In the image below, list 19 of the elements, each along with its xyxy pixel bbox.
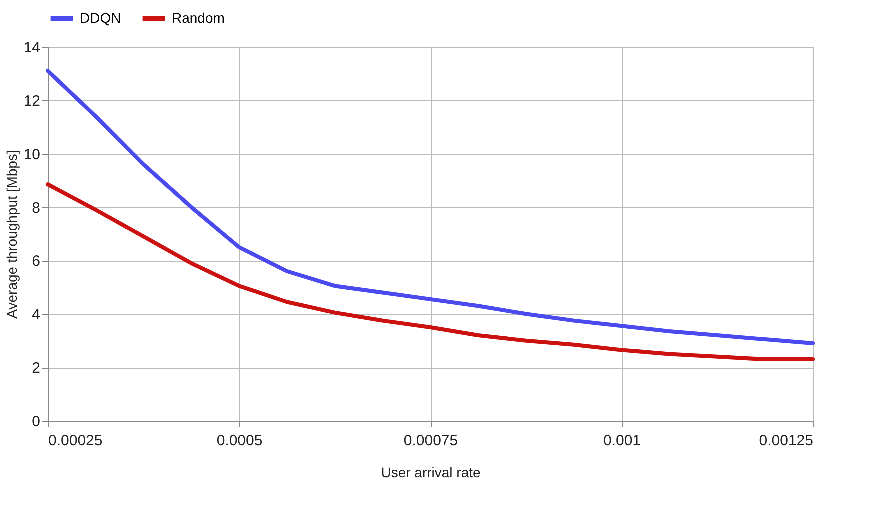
x-tick-label: 0.00025 [48,432,103,450]
y-tick-label: 2 [32,360,40,378]
y-tick-label: 12 [24,92,40,110]
y-tick-label: 0 [32,414,40,430]
legend-label: DDQN [80,10,122,26]
line-series [46,182,815,362]
y-axis-title: Average throughput [Mbps] [4,150,20,319]
x-tick-label: 0.001 [603,432,642,450]
y-tick-label: 14 [24,40,40,56]
x-tick-label: 0.0005 [216,432,263,450]
x-tick-label: 0.00125 [759,432,814,450]
y-tick-label: 6 [32,253,40,270]
x-axis-title: User arrival rate [381,464,481,480]
x-tick-label: 0.00075 [404,432,458,450]
y-tick-label: 10 [24,146,40,164]
y-tick-label: 4 [32,306,40,324]
line-series [46,69,815,346]
y-tick-label: 8 [32,200,40,217]
legend-label: Random [172,10,225,26]
